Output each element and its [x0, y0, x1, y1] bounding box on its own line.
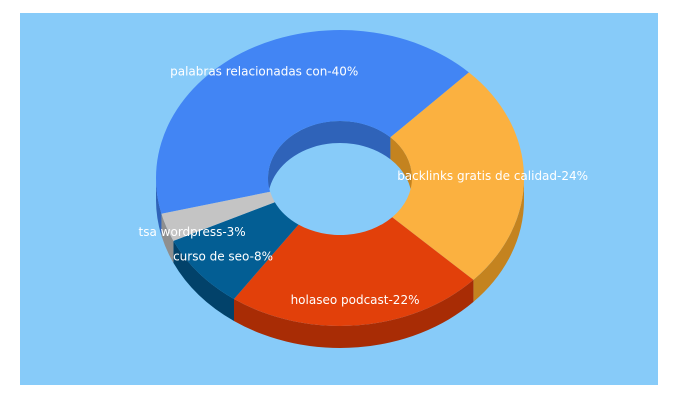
donut-hole-wall [268, 121, 412, 200]
donut-depth [156, 178, 525, 349]
slice-label-1: backlinks gratis de calidad-24% [397, 169, 588, 183]
slice-2 [234, 217, 474, 326]
slice-label-3: curso de seo-8% [173, 250, 273, 264]
slice-label-4: tsa wordpress-3% [139, 225, 246, 239]
slice-side-2 [234, 279, 474, 349]
slice-labels: palabras relacionadas con-40% backlinks g… [139, 65, 588, 307]
slice-4 [161, 191, 275, 241]
slice-label-0: palabras relacionadas con-40% [170, 65, 358, 79]
slice-3 [173, 202, 299, 299]
hole-wall-0 [268, 121, 391, 200]
slice-label-2: holaseo podcast-22% [291, 293, 420, 307]
slice-side-4 [161, 213, 174, 263]
slice-side-1 [473, 178, 525, 302]
slice-0 [156, 29, 469, 214]
slice-side-3 [173, 240, 235, 321]
donut-slices [156, 29, 524, 326]
hole-wall-1 [390, 137, 412, 200]
slice-side-0 [156, 178, 162, 236]
slice-1 [390, 72, 524, 280]
